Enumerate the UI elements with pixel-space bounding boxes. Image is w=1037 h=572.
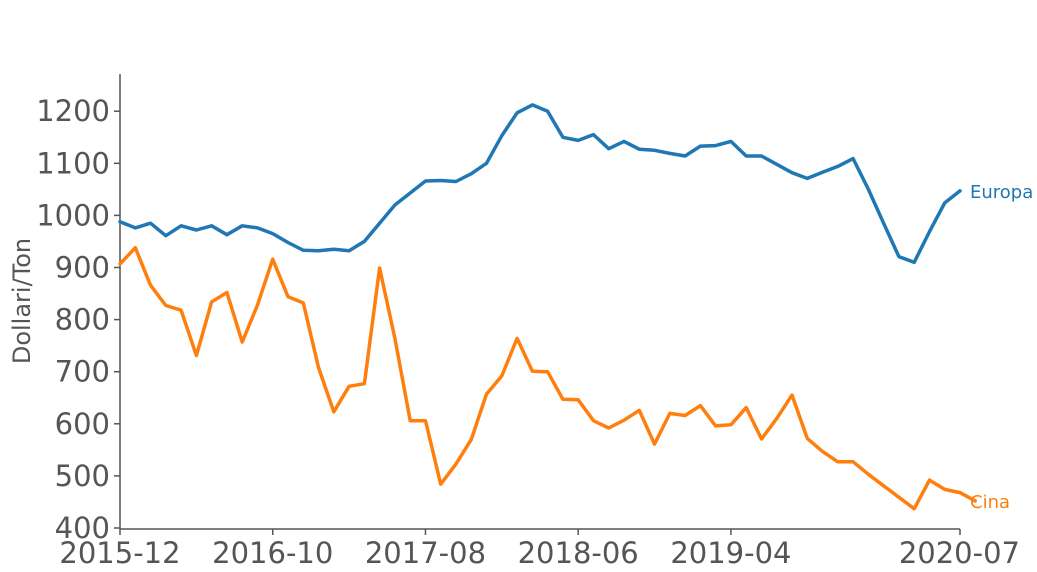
x-tick-label: 2017-08 <box>365 536 486 570</box>
y-tick-label: 700 <box>55 355 110 389</box>
series-label-cina: Cina <box>970 492 1010 513</box>
x-tick-label: 2019-04 <box>670 536 791 570</box>
series-line-europa <box>118 103 962 265</box>
y-tick-label: 900 <box>55 251 110 285</box>
y-axis-title: Dollari/Ton <box>8 238 36 364</box>
series-group: Europa Cina <box>118 103 1033 513</box>
x-axis: 2015-12 2016-10 2017-08 2018-06 2019-04 2020-… <box>59 528 1020 570</box>
series-line-cina <box>118 245 978 511</box>
x-tick-label: 2020-07 <box>899 536 1020 570</box>
y-tick-label: 1100 <box>36 146 110 180</box>
y-tick-label: 600 <box>55 407 110 441</box>
x-tick-label: 2015-12 <box>59 536 180 570</box>
y-tick-label: 500 <box>55 459 110 493</box>
y-axis: 400 500 600 700 800 900 1000 1100 1200 <box>36 74 121 545</box>
series-label-europa: Europa <box>970 182 1033 203</box>
x-tick-label: 2016-10 <box>212 536 333 570</box>
y-tick-label: 1200 <box>36 94 110 128</box>
y-tick-label: 800 <box>55 303 110 337</box>
x-tick-label: 2018-06 <box>518 536 639 570</box>
y-tick-label: 1000 <box>36 198 110 232</box>
y-tick-label: 400 <box>55 511 110 545</box>
